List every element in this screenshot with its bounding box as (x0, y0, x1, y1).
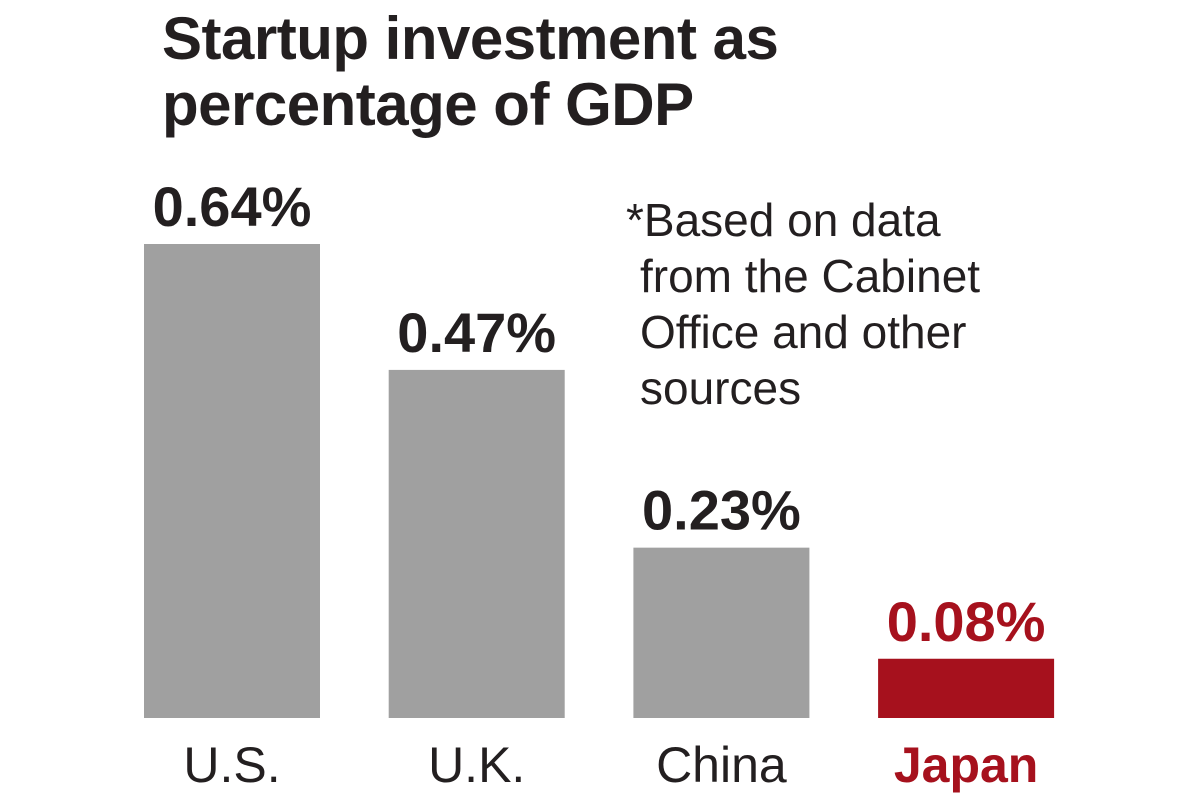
bar-value-label: 0.23% (642, 479, 801, 542)
category-label: U.K. (428, 737, 525, 793)
source-note-line-2: from the Cabinet (640, 250, 981, 302)
chart-title-line-1: Startup investment as (162, 5, 779, 72)
source-note-line-3: Office and other (640, 306, 967, 358)
category-label: Japan (894, 737, 1039, 793)
chart-title-line-2: percentage of GDP (162, 71, 694, 138)
bar-value-label: 0.08% (887, 590, 1046, 653)
bar-japan (878, 658, 1055, 718)
source-note-line-4: sources (640, 362, 802, 414)
bar-uk (388, 369, 565, 718)
bar-us (144, 244, 320, 718)
source-note-line-1: *Based on data (626, 194, 941, 246)
source-note: *Based on data from the Cabinet Office a… (626, 192, 1066, 416)
bar-value-label: 0.64% (153, 175, 312, 238)
category-label: U.S. (183, 737, 280, 793)
bar-china (633, 547, 810, 718)
chart-title: Startup investment as percentage of GDP (162, 6, 1062, 138)
bar-value-label: 0.47% (397, 301, 556, 364)
category-label: China (656, 737, 787, 793)
